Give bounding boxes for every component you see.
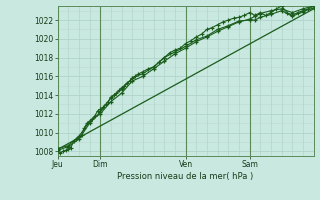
X-axis label: Pression niveau de la mer( hPa ): Pression niveau de la mer( hPa ) [117, 172, 254, 181]
